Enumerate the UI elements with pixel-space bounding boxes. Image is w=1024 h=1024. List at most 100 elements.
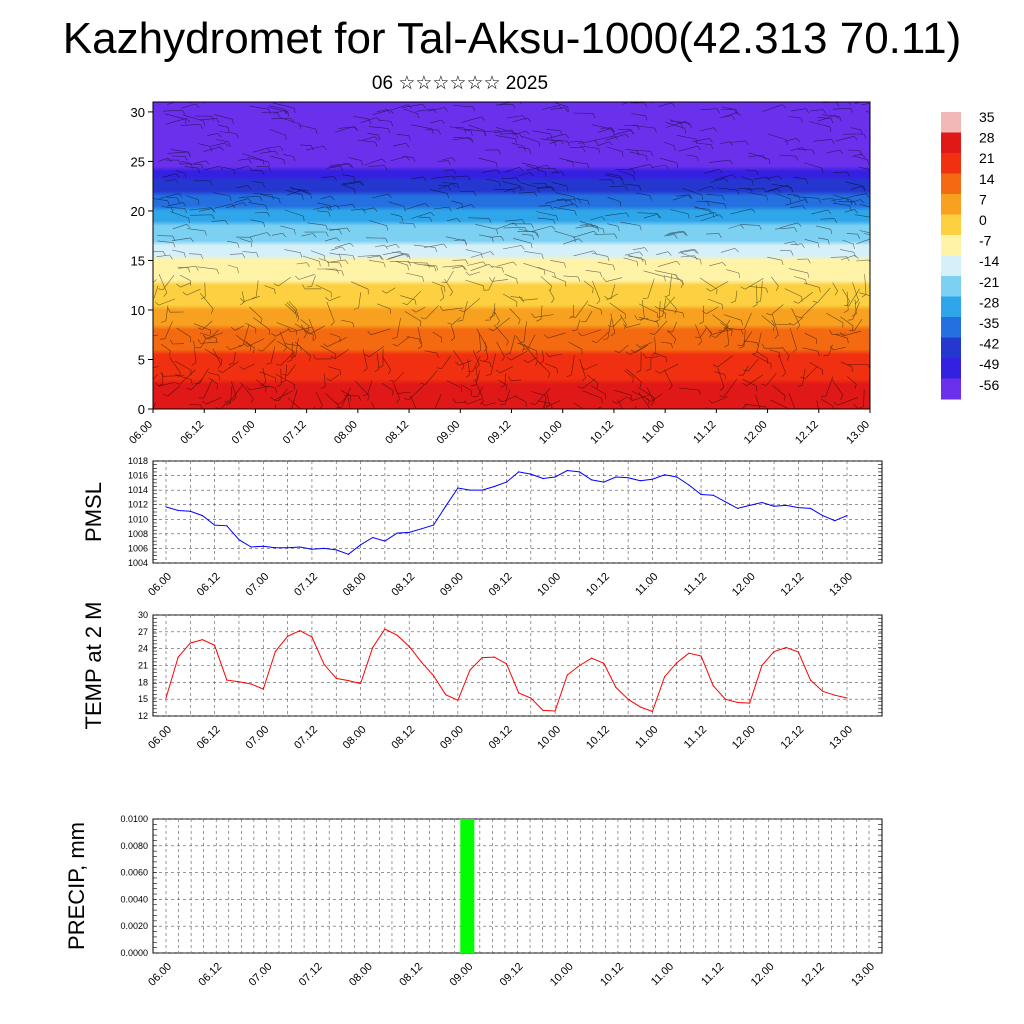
- heatmap-xtick-label: 08.00: [332, 419, 360, 447]
- pmsl-point: [165, 506, 167, 508]
- colorbar-swatch: [941, 173, 961, 195]
- pmsl-xtick-label: 08.00: [341, 571, 369, 599]
- precip-ytick-label: 0.0000: [120, 948, 148, 958]
- pmsl-point: [311, 548, 313, 550]
- temp2m-point: [809, 679, 812, 681]
- pmsl-point: [639, 480, 641, 482]
- chart-title: Kazhydromet for Tal-Aksu-1000(42.313 70.…: [62, 14, 962, 63]
- heatmap-xtick-label: 12.12: [793, 419, 821, 447]
- pmsl-ytick-label: 1016: [128, 471, 148, 481]
- temp2m-point: [360, 682, 362, 685]
- temp2m-xtick-label: 08.00: [341, 724, 369, 752]
- pmsl-point: [530, 473, 532, 475]
- temp2m-point: [250, 683, 252, 685]
- pmsl-xtick-label: 09.12: [487, 571, 515, 599]
- temp2m-point: [615, 686, 617, 689]
- temp2m-point: [676, 662, 678, 664]
- precip-xtick-label: 07.12: [297, 961, 325, 989]
- pmsl-point: [347, 553, 349, 555]
- precip-xtick-label: 09.12: [498, 961, 526, 989]
- heatmap-xtick-label: 12.00: [742, 419, 770, 447]
- temp2m-point: [518, 692, 520, 694]
- pmsl-point: [603, 481, 605, 483]
- temp2m-point: [287, 635, 289, 637]
- heatmap-ytick-label: 25: [131, 154, 145, 169]
- heatmap-xtick-label: 13.00: [844, 419, 872, 447]
- colorbar-label: -35: [979, 315, 999, 331]
- temp2m-point: [797, 651, 800, 653]
- pmsl-ytick-label: 1018: [128, 456, 148, 466]
- heatmap-ytick-label: 15: [131, 253, 145, 268]
- temp2m-point: [834, 694, 836, 696]
- temp2m-point: [700, 655, 702, 657]
- colorbar-swatch: [941, 235, 961, 256]
- colorbar-label: 7: [979, 191, 987, 207]
- temp2m-point: [724, 698, 727, 700]
- temp2m-point: [177, 656, 179, 658]
- pmsl-point: [189, 510, 191, 512]
- heatmap-ytick-label: 20: [131, 204, 145, 219]
- pmsl-ytick-label: 1004: [128, 558, 148, 568]
- pmsl-point: [712, 494, 714, 496]
- pmsl-point: [505, 481, 508, 483]
- precip-xtick-label: 10.00: [548, 961, 576, 989]
- colorbar-label: -14: [979, 253, 999, 269]
- temp2m-point: [627, 698, 629, 700]
- colorbar-label: 0: [979, 212, 987, 228]
- temp2m-point: [505, 663, 508, 665]
- pmsl-ytick-label: 1012: [128, 500, 148, 510]
- temp2m-ytick-label: 15: [138, 694, 148, 704]
- pmsl-xtick-label: 10.00: [535, 571, 563, 599]
- temp2m-xtick-label: 09.12: [487, 724, 515, 752]
- precip-ylabel: PRECIP, mm: [64, 822, 89, 950]
- temp2m-point: [189, 642, 191, 644]
- colorbar-label: 28: [979, 130, 995, 146]
- precip-xtick-label: 06.00: [146, 961, 174, 989]
- temp2m-point: [274, 650, 276, 653]
- temp2m-point: [688, 652, 690, 654]
- temp2m-point: [773, 650, 775, 653]
- precip-panel: 0.0000 0.0020 0.0040 0.0060 0.0080 0.0100 06.0…: [64, 814, 883, 989]
- pmsl-xtick-label: 07.12: [292, 571, 320, 599]
- pmsl-xtick-label: 10.12: [584, 571, 612, 599]
- pmsl-point: [542, 477, 544, 480]
- colorbar-label: -56: [979, 377, 999, 393]
- temp2m-ytick-label: 24: [138, 644, 148, 654]
- heatmap-ytick-label: 0: [138, 402, 145, 417]
- pmsl-ylabel: PMSL: [81, 482, 106, 542]
- pmsl-xtick-label: 07.00: [243, 571, 271, 599]
- heatmap-xtick-label: 10.12: [588, 419, 616, 447]
- colorbar: 35 28 21 14 7 0 -7 -14 -21 -28 -35 -42 -49 -56: [941, 109, 999, 400]
- temp2m-point: [639, 706, 641, 708]
- temp2m-xtick-label: 10.00: [535, 724, 563, 752]
- colorbar-swatch: [941, 194, 961, 215]
- colorbar-label: -21: [979, 274, 999, 290]
- pmsl-point: [262, 545, 264, 547]
- precip-grid: [153, 818, 882, 954]
- pmsl-panel: 1004 1006 1008 1010 1012 1014 1016 1018 06.00 06.…: [81, 456, 883, 599]
- pmsl-point: [335, 549, 337, 551]
- temp2m-point: [214, 644, 216, 646]
- temp2m-point: [566, 674, 568, 676]
- temp2m-ytick-label: 12: [138, 711, 148, 721]
- pmsl-point: [591, 479, 593, 481]
- temp2m-point: [481, 657, 483, 659]
- pmsl-point: [287, 547, 289, 549]
- pmsl-point: [566, 469, 568, 472]
- temp2m-point: [323, 663, 325, 666]
- temp2m-point: [761, 664, 763, 667]
- colorbar-swatch: [941, 358, 961, 379]
- pmsl-point: [493, 485, 495, 488]
- pmsl-point: [457, 487, 459, 489]
- precip-xtick-label: 12.12: [799, 961, 827, 989]
- temp2m-point: [226, 679, 228, 681]
- colorbar-swatch: [941, 255, 961, 277]
- pmsl-ytick-label: 1006: [128, 543, 148, 553]
- pmsl-points: [165, 469, 848, 555]
- temp2m-point: [591, 657, 593, 659]
- heatmap-ytick-label: 5: [138, 352, 145, 367]
- precip-xtick-label: 06.12: [196, 961, 224, 989]
- colorbar-label: 14: [979, 171, 995, 187]
- pmsl-point: [700, 493, 702, 496]
- pmsl-grid: [153, 460, 882, 564]
